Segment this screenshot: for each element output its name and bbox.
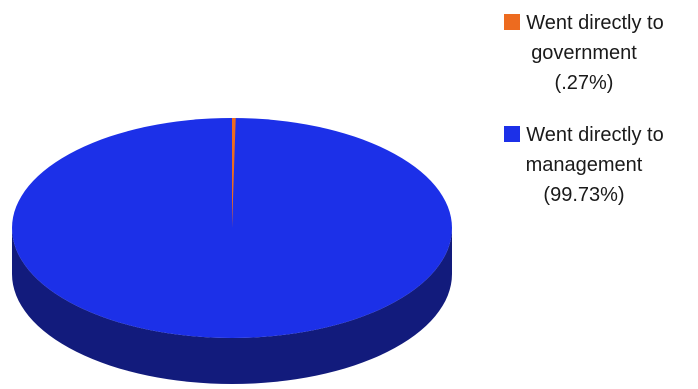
pie-side-wall <box>12 228 452 384</box>
legend: Went directly to government (.27%) Went … <box>470 8 698 232</box>
legend-swatch-government <box>504 14 521 30</box>
legend-item-management: Went directly to management (99.73%) <box>470 120 698 210</box>
legend-label-government-line2: government <box>531 42 637 64</box>
legend-label-management-line3: (99.73%) <box>543 184 625 206</box>
legend-swatch-management <box>504 126 521 142</box>
legend-label-government-line3: (.27%) <box>554 72 614 94</box>
pie-slice-government <box>232 118 236 228</box>
legend-label-management-line1: Went directly to <box>526 124 664 146</box>
legend-label-management-line2: management <box>525 154 643 176</box>
legend-label-government-line1: Went directly to <box>526 12 664 34</box>
legend-item-government: Went directly to government (.27%) <box>470 8 698 98</box>
